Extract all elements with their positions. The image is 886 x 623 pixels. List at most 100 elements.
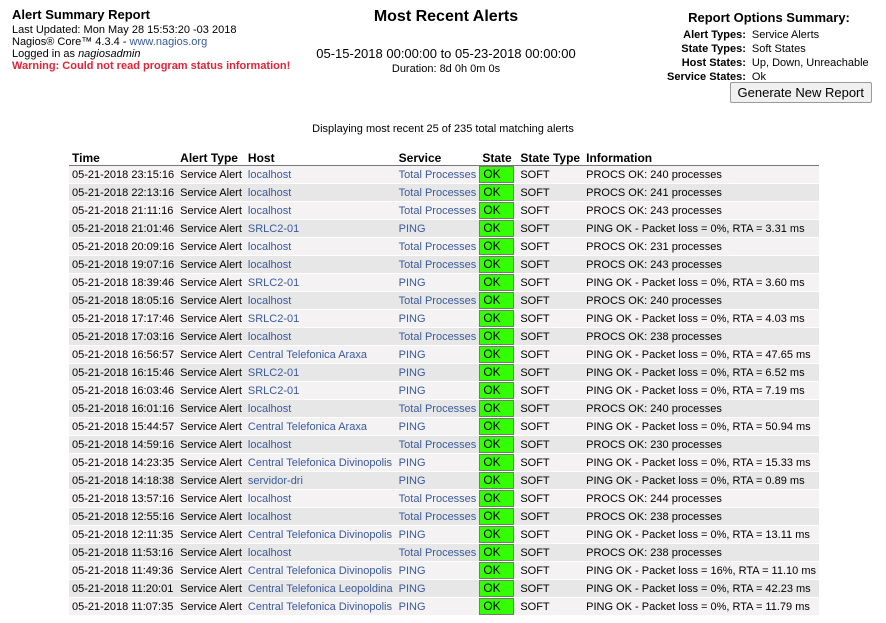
column-header-state: State (479, 150, 518, 166)
cell-state: OK (479, 454, 518, 472)
service-link[interactable]: PING (398, 348, 426, 361)
nagios-link[interactable]: www.nagios.org (129, 36, 208, 48)
service-link[interactable]: Total Processes (398, 438, 477, 451)
host-link[interactable]: localhost (247, 438, 292, 451)
cell-time: 05-21-2018 21:01:46 (69, 220, 178, 238)
host-link[interactable]: localhost (247, 258, 292, 271)
service-link[interactable]: Total Processes (398, 492, 477, 505)
state-ok-badge: OK (479, 580, 515, 597)
state-ok-badge: OK (479, 562, 515, 579)
cell-information: PING OK - Packet loss = 0%, RTA = 15.33 … (583, 454, 819, 472)
service-link[interactable]: Total Processes (398, 294, 477, 307)
cell-host: localhost (244, 184, 396, 202)
service-link[interactable]: PING (398, 312, 426, 325)
host-link[interactable]: localhost (247, 510, 292, 523)
table-row: 05-21-2018 17:17:46 Service Alert SRLC2-01… (69, 310, 819, 328)
cell-service: PING (395, 562, 480, 580)
service-link[interactable]: Total Processes (398, 402, 477, 415)
service-link[interactable]: PING (398, 528, 426, 541)
cell-state: OK (479, 598, 518, 616)
generate-new-report-button[interactable]: Generate New Report (729, 82, 872, 103)
cell-host: Central Telefonica Divinopolis (244, 454, 396, 472)
option-key: Alert Types: (683, 29, 746, 41)
service-link[interactable]: Total Processes (398, 546, 477, 559)
host-link[interactable]: localhost (247, 546, 292, 559)
cell-state-type: SOFT (517, 166, 584, 184)
state-ok-badge: OK (479, 220, 515, 237)
service-link[interactable]: PING (398, 366, 426, 379)
state-ok-badge: OK (479, 436, 515, 453)
host-link[interactable]: Central Telefonica Divinopolis (247, 600, 393, 613)
cell-state: OK (479, 310, 518, 328)
cell-state-type: SOFT (517, 400, 584, 418)
host-link[interactable]: Central Telefonica Leopoldina (247, 582, 393, 595)
service-link[interactable]: PING (398, 420, 426, 433)
host-link[interactable]: Central Telefonica Divinopolis (247, 564, 393, 577)
cell-state-type: SOFT (517, 454, 584, 472)
service-link[interactable]: PING (398, 600, 426, 613)
table-row: 05-21-2018 19:07:16 Service Alert localhos… (69, 256, 819, 274)
host-link[interactable]: Central Telefonica Araxa (247, 420, 367, 433)
host-link[interactable]: localhost (247, 492, 292, 505)
host-link[interactable]: SRLC2-01 (247, 384, 300, 397)
table-row: 05-21-2018 14:23:35 Service Alert Central … (69, 454, 819, 472)
service-link[interactable]: Total Processes (398, 168, 477, 181)
cell-state-type: SOFT (517, 202, 584, 220)
cell-time: 05-21-2018 13:57:16 (69, 490, 178, 508)
service-link[interactable]: PING (398, 564, 426, 577)
cell-time: 05-21-2018 20:09:16 (69, 238, 178, 256)
host-link[interactable]: Central Telefonica Araxa (247, 348, 367, 361)
service-link[interactable]: Total Processes (398, 240, 477, 253)
cell-service: Total Processes (395, 166, 480, 184)
table-row: 05-21-2018 13:57:16 Service Alert localhos… (69, 490, 819, 508)
host-link[interactable]: SRLC2-01 (247, 222, 300, 235)
cell-state-type: SOFT (517, 184, 584, 202)
host-link[interactable]: localhost (247, 294, 292, 307)
cell-service: Total Processes (395, 490, 480, 508)
cell-time: 05-21-2018 17:03:16 (69, 328, 178, 346)
service-link[interactable]: PING (398, 582, 426, 595)
host-link[interactable]: localhost (247, 330, 292, 343)
service-link[interactable]: PING (398, 384, 426, 397)
host-link[interactable]: Central Telefonica Divinopolis (247, 528, 393, 541)
service-link[interactable]: PING (398, 456, 426, 469)
host-link[interactable]: Central Telefonica Divinopolis (247, 456, 393, 469)
host-link[interactable]: SRLC2-01 (247, 366, 300, 379)
table-row: 05-21-2018 23:15:16 Service Alert localhos… (69, 166, 819, 184)
cell-alert-type: Service Alert (177, 472, 245, 490)
state-ok-badge: OK (479, 508, 515, 525)
cell-information: PROCS OK: 244 processes (583, 490, 819, 508)
cell-state: OK (479, 256, 518, 274)
cell-time: 05-21-2018 17:17:46 (69, 310, 178, 328)
cell-service: PING (395, 382, 480, 400)
host-link[interactable]: localhost (247, 240, 292, 253)
cell-alert-type: Service Alert (177, 598, 245, 616)
cell-information: PROCS OK: 231 processes (583, 238, 819, 256)
host-link[interactable]: servidor-dri (247, 474, 303, 487)
cell-alert-type: Service Alert (177, 328, 245, 346)
cell-state: OK (479, 580, 518, 598)
service-link[interactable]: PING (398, 276, 426, 289)
state-ok-badge: OK (479, 184, 515, 201)
host-link[interactable]: localhost (247, 168, 292, 181)
host-link[interactable]: SRLC2-01 (247, 312, 300, 325)
cell-time: 05-21-2018 21:11:16 (69, 202, 178, 220)
cell-service: Total Processes (395, 508, 480, 526)
cell-service: PING (395, 310, 480, 328)
cell-service: PING (395, 364, 480, 382)
cell-alert-type: Service Alert (177, 364, 245, 382)
service-link[interactable]: Total Processes (398, 204, 477, 217)
state-ok-badge: OK (479, 598, 515, 615)
host-link[interactable]: localhost (247, 402, 292, 415)
service-link[interactable]: Total Processes (398, 186, 477, 199)
table-row: 05-21-2018 14:18:38 Service Alert servidor… (69, 472, 819, 490)
host-link[interactable]: localhost (247, 186, 292, 199)
service-link[interactable]: Total Processes (398, 510, 477, 523)
service-link[interactable]: PING (398, 222, 426, 235)
host-link[interactable]: localhost (247, 204, 292, 217)
service-link[interactable]: Total Processes (398, 330, 477, 343)
cell-alert-type: Service Alert (177, 436, 245, 454)
host-link[interactable]: SRLC2-01 (247, 276, 300, 289)
service-link[interactable]: Total Processes (398, 258, 477, 271)
service-link[interactable]: PING (398, 474, 426, 487)
